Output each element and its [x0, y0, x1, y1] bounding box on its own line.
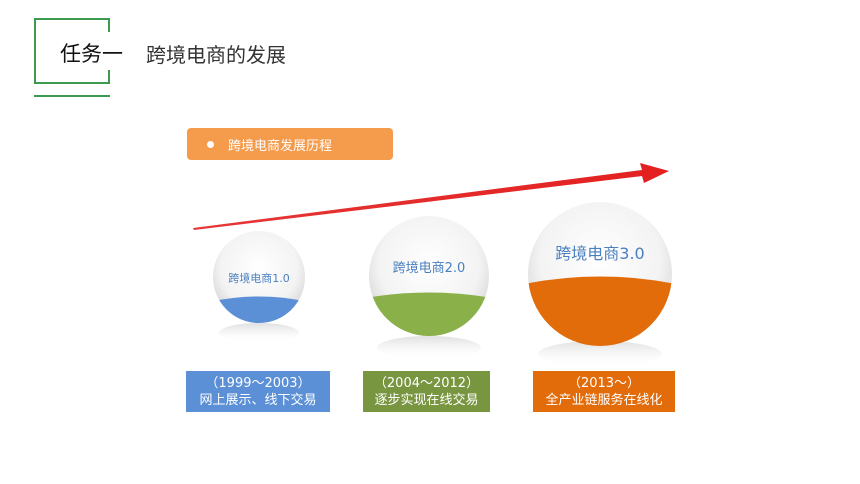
growth-arrow [193, 163, 669, 230]
stage-2-box: （2004～2012） 逐步实现在线交易 [363, 371, 490, 412]
stage-1-box: （1999～2003） 网上展示、线下交易 [186, 371, 330, 412]
stage-1-desc: 网上展示、线下交易 [199, 392, 317, 408]
orb-3 [528, 202, 672, 367]
orb-1 [213, 231, 305, 343]
title-frame [34, 18, 110, 84]
stage-2-desc: 逐步实现在线交易 [374, 392, 479, 408]
page-title: 跨境电商的发展 [146, 43, 286, 67]
orb-2 [369, 216, 489, 360]
stage-3-years: （2013～） [567, 375, 641, 391]
task-label: 任务一 [60, 42, 123, 66]
title-underline [34, 95, 110, 97]
stage-2-label: 跨境电商2.0 [392, 261, 466, 276]
stage-2-years: （2004～2012） [373, 375, 480, 391]
stage-1-label: 跨境电商1.0 [228, 272, 290, 285]
stage-3-desc: 全产业链服务在线化 [545, 392, 663, 408]
badge-label: 跨境电商发展历程 [228, 138, 333, 154]
title-frame-corner [108, 18, 110, 32]
stage-3-box: （2013～） 全产业链服务在线化 [533, 371, 675, 412]
bullet-dot-icon [207, 140, 214, 148]
section-badge: 跨境电商发展历程 [187, 128, 393, 160]
stage-3-label: 跨境电商3.0 [555, 244, 645, 263]
title-frame-corner [108, 70, 110, 84]
stage-1-years: （1999～2003） [205, 375, 311, 391]
